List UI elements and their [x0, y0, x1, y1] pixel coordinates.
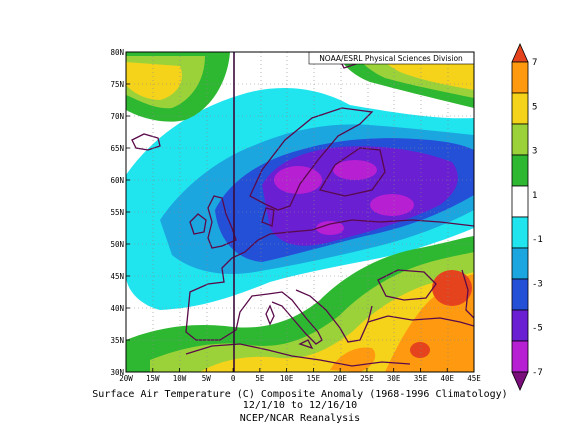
contour-red-south	[410, 342, 430, 358]
colorbar-label: -7	[532, 368, 543, 378]
lat-tick-label: 40N	[110, 304, 124, 313]
lat-tick-label: 55N	[110, 208, 124, 217]
colorbar-label: 7	[532, 58, 537, 68]
map-axes: 20W 15W 10W 5W 0 5E 10E 15E 20E 25E 30E 35E 40E 45E 80…	[110, 48, 481, 383]
lon-tick-label: 5W	[202, 374, 212, 383]
colorbar-bin	[511, 92, 529, 125]
coast-africa	[185, 343, 411, 367]
caption-source: NCEP/NCAR Reanalysis	[239, 413, 361, 424]
contour-yellow-nw	[126, 62, 182, 100]
coast-britain	[207, 195, 237, 249]
lon-tick-label: 20W	[119, 374, 133, 383]
contour-magenta-4	[316, 221, 344, 235]
colorbar-label: -1	[532, 235, 543, 245]
lat-tick-label: 60N	[110, 176, 124, 185]
lon-tick-label: 10W	[173, 374, 187, 383]
graticule	[126, 52, 474, 372]
coast-iceland	[131, 133, 161, 151]
lon-tick-label: 40E	[440, 374, 454, 383]
colorbar-top-arrow	[511, 43, 529, 63]
colorbar-bin	[511, 278, 529, 311]
colorbar-bottom-arrow	[511, 371, 529, 391]
credit-text: NOAA/ESRL Physical Sciences Division	[319, 54, 463, 63]
lat-tick-label: 80N	[110, 48, 124, 57]
coast-france-iberia	[185, 257, 269, 341]
coast-balkans	[295, 289, 373, 343]
colorbar-bin	[511, 247, 529, 280]
contour-magenta-3	[370, 194, 414, 216]
coast-turkey	[367, 315, 474, 327]
lon-tick-label: 20E	[333, 374, 347, 383]
caption-dates: 12/1/10 to 12/16/10	[242, 400, 358, 411]
map-area: NOAA/ESRL Physical Sciences Division	[126, 52, 474, 372]
lon-tick-label: 15E	[307, 374, 321, 383]
contour-orange-mid	[330, 347, 376, 372]
colorbar: 7 5 3 1 -1 -3 -5 -7	[511, 43, 543, 391]
lat-tick-label: 75N	[110, 80, 124, 89]
lon-tick-label: 15W	[146, 374, 160, 383]
lon-tick-label: 10E	[280, 374, 294, 383]
coast-black-sea	[377, 269, 437, 301]
coast-scandinavia	[249, 107, 374, 211]
coast-ireland	[189, 213, 207, 235]
lon-tick-label: 35E	[414, 374, 428, 383]
colorbar-bin	[511, 216, 529, 249]
colorbar-bin	[511, 309, 529, 342]
coast-caspian	[461, 269, 474, 319]
lat-tick-label: 45N	[110, 272, 124, 281]
contour-magenta-2	[333, 160, 377, 180]
lat-tick-label: 35N	[110, 336, 124, 345]
coast-continent	[231, 219, 474, 259]
colorbar-label: 1	[532, 191, 537, 201]
coast-sicily	[298, 339, 314, 350]
lat-tick-label: 30N	[110, 368, 124, 377]
lat-tick-label: 70N	[110, 112, 124, 121]
caption-title: Surface Air Temperature (C) Composite An…	[92, 389, 508, 400]
colorbar-label: 3	[532, 147, 537, 157]
colorbar-label: -3	[532, 279, 543, 289]
lat-tick-label: 50N	[110, 240, 124, 249]
lon-tick-label: 5E	[255, 374, 265, 383]
colorbar-bin	[511, 185, 529, 218]
lon-tick-label: 25E	[360, 374, 374, 383]
colorbar-label: -5	[532, 324, 543, 334]
lat-tick-label: 65N	[110, 144, 124, 153]
coast-denmark	[261, 207, 275, 227]
colorbar-bin	[511, 61, 529, 94]
coast-finland	[318, 147, 386, 197]
colorbar-label: 5	[532, 102, 537, 112]
credit-box	[308, 52, 474, 65]
contour-red-east	[432, 270, 472, 306]
colorbar-bin	[511, 340, 529, 373]
lon-tick-label: 0	[231, 374, 236, 383]
colorbar-bin	[511, 123, 529, 156]
lon-tick-label: 30E	[387, 374, 401, 383]
colorbar-bin	[511, 154, 529, 187]
lon-tick-label: 45E	[467, 374, 481, 383]
coast-sardinia	[265, 304, 275, 326]
